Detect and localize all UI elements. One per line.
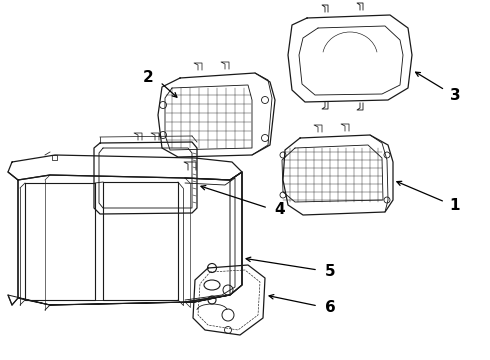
Text: 1: 1 — [450, 198, 460, 212]
Text: 5: 5 — [325, 265, 335, 279]
Text: 4: 4 — [275, 202, 285, 217]
Text: 3: 3 — [450, 87, 460, 103]
Text: 2: 2 — [143, 71, 153, 85]
Text: 6: 6 — [325, 301, 335, 315]
